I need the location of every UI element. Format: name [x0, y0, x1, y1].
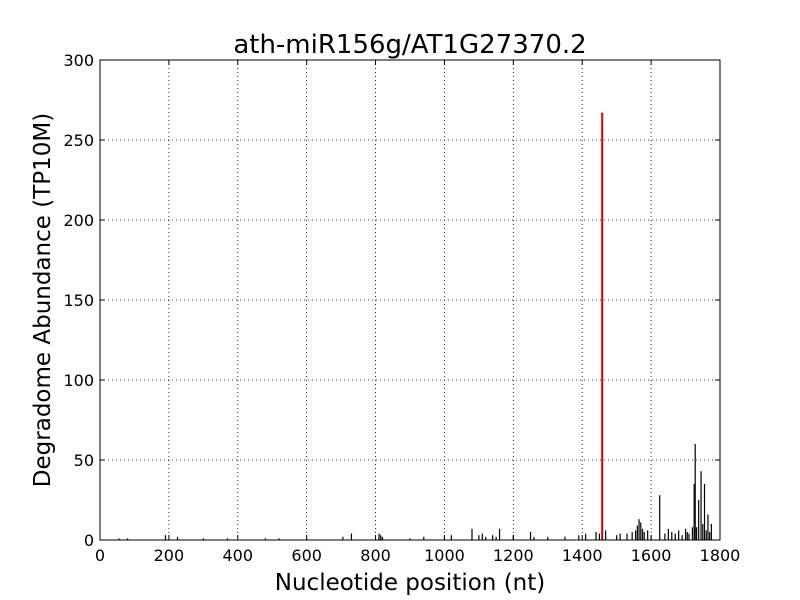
x-tick-label: 1400	[562, 546, 603, 565]
x-tick-label: 1800	[700, 546, 741, 565]
x-tick-labels: 0 200 400 600 800 1000 1200 1400 1600 1800	[95, 546, 740, 565]
y-tick-label: 200	[63, 211, 94, 230]
x-tick-label: 800	[360, 546, 391, 565]
y-tick-labels: 0 50 100 150 200 250 300	[63, 51, 94, 550]
y-tick-label: 300	[63, 51, 94, 70]
tick-marks	[99, 59, 721, 541]
x-tick-label: 1600	[631, 546, 672, 565]
y-tick-label: 250	[63, 131, 94, 150]
bars	[118, 112, 712, 540]
x-tick-label: 400	[223, 546, 254, 565]
y-tick-label: 100	[63, 371, 94, 390]
grid-lines	[100, 60, 720, 540]
x-tick-label: 1000	[424, 546, 465, 565]
y-tick-label: 50	[74, 451, 94, 470]
x-axis-title: Nucleotide position (nt)	[275, 570, 545, 596]
y-axis-title: Degradome Abundance (TP10M)	[30, 113, 56, 487]
x-tick-label: 1200	[493, 546, 534, 565]
y-tick-label: 150	[63, 291, 94, 310]
y-tick-label: 0	[84, 531, 94, 550]
x-tick-label: 600	[291, 546, 322, 565]
x-tick-label: 0	[95, 546, 105, 565]
chart-title: ath-miR156g/AT1G27370.2	[233, 30, 586, 60]
x-tick-label: 200	[154, 546, 185, 565]
